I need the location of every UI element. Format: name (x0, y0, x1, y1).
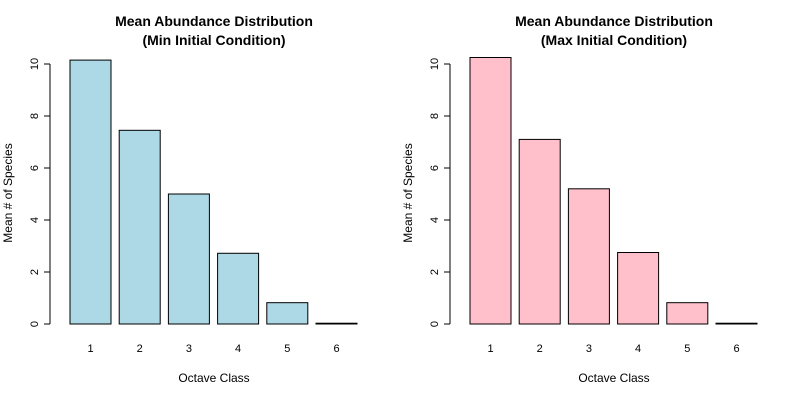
y-tick-label: 4 (29, 217, 41, 223)
bar-octave-2 (518, 138, 561, 325)
y-axis-label: Mean # of Species (1, 143, 15, 242)
bar-octave-5 (666, 302, 709, 325)
bar-octave-1 (69, 59, 112, 325)
x-tick-label: 1 (487, 343, 493, 355)
x-tick-label: 5 (284, 343, 290, 355)
y-tick-label: 8 (429, 113, 441, 119)
bar-octave-3 (167, 193, 210, 325)
y-axis-label: Mean # of Species (401, 143, 415, 242)
y-axis: 0 2 4 6 8 10 (29, 58, 51, 327)
chart-panel-min: Mean Abundance Distribution (Min Initial… (1, 13, 358, 385)
y-tick-label: 6 (29, 165, 41, 171)
y-tick-label: 10 (429, 58, 441, 70)
x-tick-labels: 1 2 3 4 5 6 (87, 343, 339, 355)
x-tick-label: 2 (537, 343, 543, 355)
y-tick-label: 0 (29, 321, 41, 327)
chart-title: Mean Abundance Distribution (515, 13, 713, 29)
x-tick-label: 2 (137, 343, 143, 355)
y-tick-label: 2 (429, 269, 441, 275)
bar-octave-3 (567, 188, 610, 325)
x-tick-labels: 1 2 3 4 5 6 (487, 343, 739, 355)
bar-octave-2 (118, 129, 161, 325)
y-axis: 0 2 4 6 8 10 (429, 58, 451, 327)
x-tick-label: 4 (635, 343, 641, 355)
bars (69, 59, 358, 325)
x-tick-label: 6 (733, 343, 739, 355)
x-axis-label: Octave Class (578, 371, 649, 385)
bar-octave-1 (469, 57, 512, 325)
chart-subtitle: (Min Initial Condition) (142, 32, 285, 48)
y-tick-label: 0 (429, 321, 441, 327)
x-tick-label: 1 (87, 343, 93, 355)
y-tick-label: 6 (429, 165, 441, 171)
chart-title: Mean Abundance Distribution (115, 13, 313, 29)
bar-octave-4 (617, 252, 660, 325)
x-tick-label: 4 (235, 343, 241, 355)
bar-octave-4 (217, 252, 260, 325)
x-tick-label: 6 (333, 343, 339, 355)
bar-octave-6 (315, 322, 358, 325)
y-tick-label: 2 (29, 269, 41, 275)
x-axis-label: Octave Class (178, 371, 249, 385)
x-tick-label: 5 (684, 343, 690, 355)
y-tick-label: 4 (429, 217, 441, 223)
chart-panel-max: Mean Abundance Distribution (Max Initial… (401, 13, 758, 385)
bar-octave-6 (715, 322, 758, 325)
bar-octave-5 (266, 302, 309, 325)
chart-subtitle: (Max Initial Condition) (541, 32, 687, 48)
x-tick-label: 3 (186, 343, 192, 355)
bars (469, 57, 758, 325)
y-tick-label: 10 (29, 58, 41, 70)
y-tick-label: 8 (29, 113, 41, 119)
x-tick-label: 3 (586, 343, 592, 355)
